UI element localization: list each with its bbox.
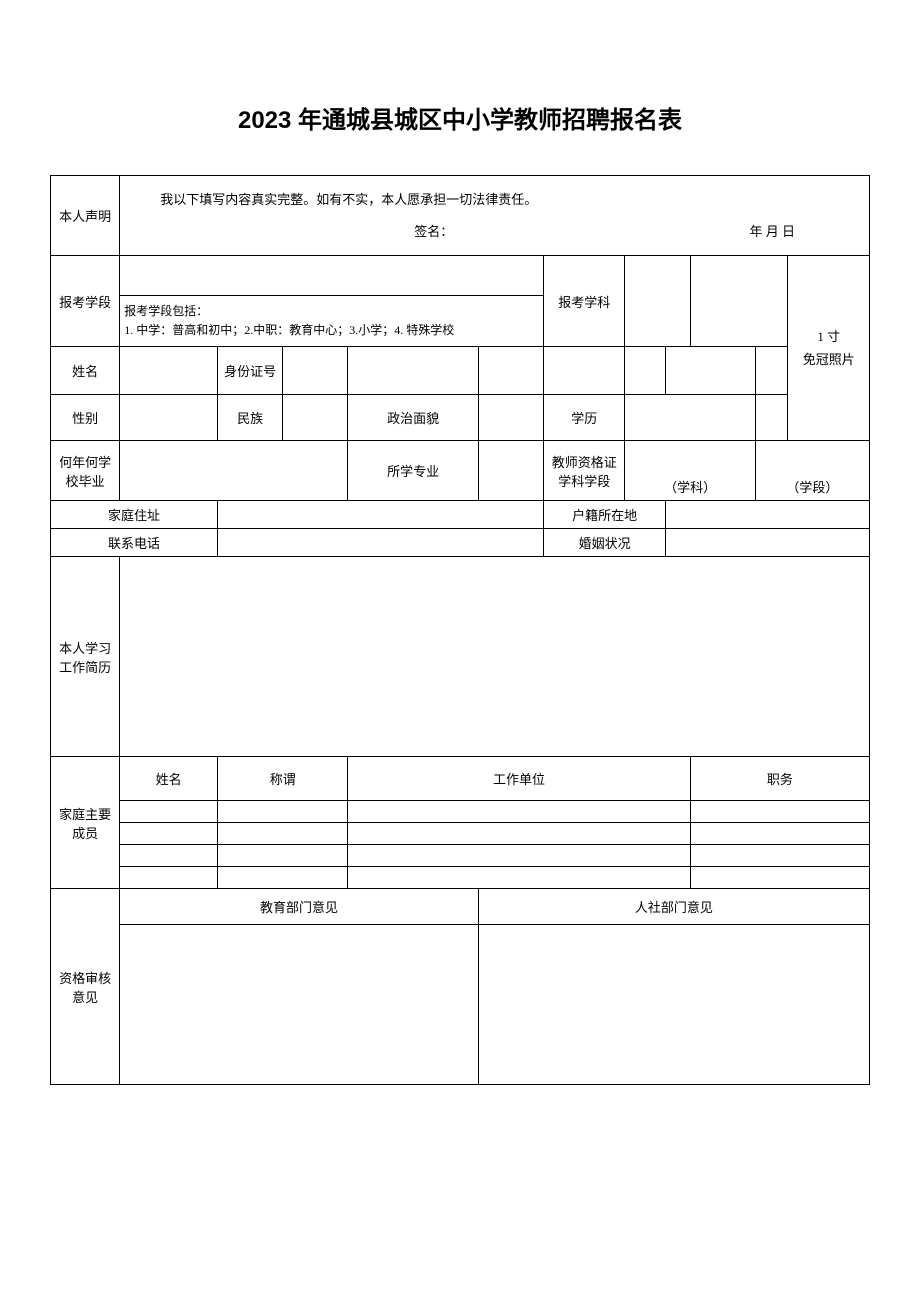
- label-fam-name: 姓名: [120, 757, 218, 801]
- stage-note-line1: 报考学段包括：: [124, 304, 208, 318]
- label-resume: 本人学习工作简历: [51, 557, 120, 757]
- value-id-7[interactable]: [755, 347, 788, 395]
- label-education: 学历: [543, 395, 624, 441]
- label-teacher-cert: 教师资格证学科学段: [543, 441, 624, 501]
- value-education[interactable]: [625, 395, 755, 441]
- value-id-5[interactable]: [625, 347, 666, 395]
- label-household: 户籍所在地: [543, 501, 665, 529]
- fam-row-3-name[interactable]: [120, 867, 218, 889]
- value-resume[interactable]: [120, 557, 870, 757]
- label-fam-position: 职务: [690, 757, 869, 801]
- label-family: 家庭主要成员: [51, 757, 120, 889]
- label-edu-opinion: 教育部门意见: [120, 889, 479, 925]
- fam-row-3-workplace[interactable]: [348, 867, 690, 889]
- fam-row-2-relation[interactable]: [218, 845, 348, 867]
- label-home-address: 家庭住址: [51, 501, 218, 529]
- label-ethnicity: 民族: [218, 395, 283, 441]
- value-id-2[interactable]: [348, 347, 478, 395]
- fam-row-0-name[interactable]: [120, 801, 218, 823]
- value-name[interactable]: [120, 347, 218, 395]
- label-id: 身份证号: [218, 347, 283, 395]
- value-id-6[interactable]: [666, 347, 756, 395]
- value-phone[interactable]: [218, 529, 544, 557]
- label-review: 资格审核意见: [51, 889, 120, 1085]
- label-graduation: 何年何学校毕业: [51, 441, 120, 501]
- value-household[interactable]: [666, 501, 870, 529]
- value-id-1[interactable]: [283, 347, 348, 395]
- value-exam-stage[interactable]: [120, 256, 544, 296]
- fam-row-1-position[interactable]: [690, 823, 869, 845]
- label-hr-opinion: 人社部门意见: [478, 889, 869, 925]
- declaration-content: 我以下填写内容真实完整。如有不实，本人愿承担一切法律责任。 签名： 年 月 日: [120, 176, 870, 256]
- value-id-4[interactable]: [543, 347, 624, 395]
- fam-row-3-relation[interactable]: [218, 867, 348, 889]
- label-exam-stage: 报考学段: [51, 256, 120, 347]
- stage-note: 报考学段包括： 1. 中学：普高和初中；2.中职：教育中心；3.小学；4. 特殊…: [120, 296, 544, 347]
- fam-row-0-workplace[interactable]: [348, 801, 690, 823]
- value-edu-opinion[interactable]: [120, 925, 479, 1085]
- fam-row-2-workplace[interactable]: [348, 845, 690, 867]
- cert-subject-hint: （学科）: [664, 480, 716, 495]
- cert-subject-cell[interactable]: （学科）: [625, 441, 755, 501]
- fam-row-2-name[interactable]: [120, 845, 218, 867]
- label-exam-subject: 报考学科: [543, 256, 624, 347]
- blank-cell-edu: [755, 395, 788, 441]
- value-ethnicity[interactable]: [283, 395, 348, 441]
- cert-stage-cell[interactable]: （学段）: [755, 441, 869, 501]
- cert-stage-hint: （学段）: [786, 480, 838, 495]
- label-gender: 性别: [51, 395, 120, 441]
- label-phone: 联系电话: [51, 529, 218, 557]
- value-exam-subject[interactable]: [625, 256, 690, 347]
- signature-label: 签名：: [414, 219, 453, 245]
- fam-row-1-relation[interactable]: [218, 823, 348, 845]
- blank-cell-1: [690, 256, 788, 347]
- declaration-text: 我以下填写内容真实完整。如有不实，本人愿承担一切法律责任。: [134, 187, 855, 213]
- date-label: 年 月 日: [749, 219, 795, 245]
- label-declaration: 本人声明: [51, 176, 120, 256]
- value-marital[interactable]: [666, 529, 870, 557]
- value-political[interactable]: [478, 395, 543, 441]
- label-marital: 婚姻状况: [543, 529, 665, 557]
- fam-row-2-position[interactable]: [690, 845, 869, 867]
- value-gender[interactable]: [120, 395, 218, 441]
- label-fam-workplace: 工作单位: [348, 757, 690, 801]
- application-form-table: 本人声明 我以下填写内容真实完整。如有不实，本人愿承担一切法律责任。 签名： 年…: [50, 175, 870, 1085]
- value-graduation[interactable]: [120, 441, 348, 501]
- fam-row-1-name[interactable]: [120, 823, 218, 845]
- fam-row-0-relation[interactable]: [218, 801, 348, 823]
- label-name: 姓名: [51, 347, 120, 395]
- value-id-3[interactable]: [478, 347, 543, 395]
- value-major[interactable]: [478, 441, 543, 501]
- photo-placeholder: 1 寸免冠照片: [788, 256, 870, 441]
- label-political: 政治面貌: [348, 395, 478, 441]
- fam-row-3-position[interactable]: [690, 867, 869, 889]
- fam-row-0-position[interactable]: [690, 801, 869, 823]
- stage-note-line2: 1. 中学：普高和初中；2.中职：教育中心；3.小学；4. 特殊学校: [124, 323, 454, 337]
- page-title: 2023 年通城县城区中小学教师招聘报名表: [50, 100, 870, 135]
- value-hr-opinion[interactable]: [478, 925, 869, 1085]
- label-fam-relation: 称谓: [218, 757, 348, 801]
- label-major: 所学专业: [348, 441, 478, 501]
- value-home-address[interactable]: [218, 501, 544, 529]
- fam-row-1-workplace[interactable]: [348, 823, 690, 845]
